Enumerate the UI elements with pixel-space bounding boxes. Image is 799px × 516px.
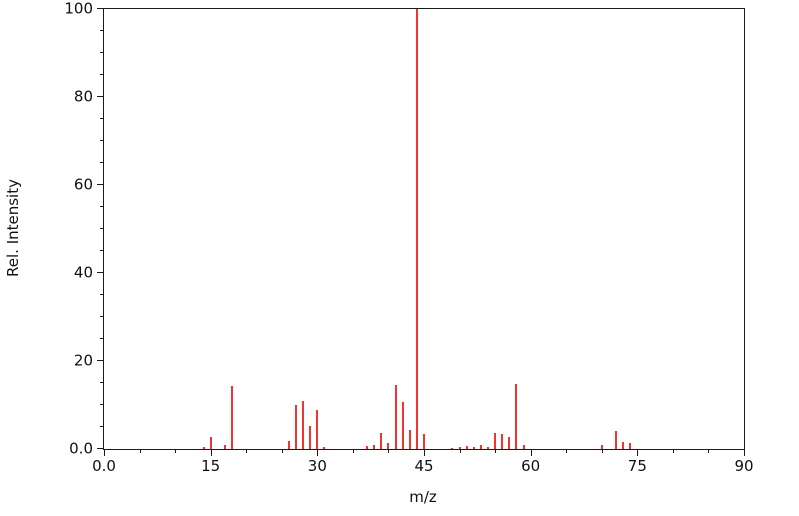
x-axis-minor-tick <box>246 449 248 453</box>
y-axis-minor-tick <box>100 338 104 339</box>
y-axis-minor-tick <box>100 52 104 53</box>
x-axis-tick-label: 15 <box>201 457 221 475</box>
x-axis-minor-tick <box>708 449 710 453</box>
spectrum-peak-mz-38 <box>373 445 376 449</box>
spectrum-peak-mz-39 <box>380 433 383 449</box>
x-axis-minor-tick <box>459 449 461 453</box>
y-axis-title: Rel. Intensity <box>4 179 22 277</box>
x-axis-minor-tick <box>601 449 603 453</box>
y-axis-minor-tick <box>100 118 104 119</box>
y-axis-minor-tick <box>100 382 104 383</box>
x-axis-minor-tick <box>175 449 177 453</box>
x-axis-major-tick <box>424 449 425 456</box>
x-axis-major-tick <box>637 449 639 456</box>
spectrum-peak-mz-72 <box>615 430 617 449</box>
x-axis-tick-label: 30 <box>307 457 327 475</box>
x-axis-major-tick <box>744 449 745 456</box>
x-axis-tick-label: 90 <box>734 457 754 475</box>
x-axis-tick-label: 0.0 <box>92 457 116 475</box>
y-axis-major-tick <box>97 448 104 449</box>
spectrum-peak-mz-50 <box>458 446 461 449</box>
spectrum-peak-mz-17 <box>223 445 226 449</box>
spectrum-peak-mz-26 <box>287 441 290 449</box>
y-axis-tick-label: 60 <box>73 175 93 194</box>
y-axis-major-tick <box>97 8 104 9</box>
spectrum-peak-mz-42 <box>401 401 404 449</box>
spectrum-peak-mz-53 <box>479 445 482 449</box>
y-axis-minor-tick <box>100 228 104 229</box>
spectrum-peak-mz-41 <box>394 384 397 449</box>
spectrum-peak-mz-56 <box>501 433 504 449</box>
y-axis-major-tick <box>97 360 104 361</box>
spectrum-peak-mz-58 <box>515 383 518 449</box>
x-axis-major-tick <box>317 449 319 456</box>
y-axis-minor-tick <box>100 206 104 207</box>
y-axis-minor-tick <box>100 294 104 295</box>
x-axis-major-tick <box>530 449 532 456</box>
x-axis-tick-label: 60 <box>521 457 541 475</box>
spectrum-peak-mz-40 <box>387 443 390 449</box>
spectrum-peak-mz-49 <box>451 447 454 449</box>
y-axis-tick-label: 80 <box>73 87 93 106</box>
x-axis-minor-tick <box>495 449 497 453</box>
spectrum-peak-mz-51 <box>465 445 468 449</box>
y-axis-minor-tick <box>100 162 104 163</box>
spectrum-peak-mz-18 <box>231 385 233 449</box>
x-axis-minor-tick <box>139 449 141 453</box>
x-axis-tick-label: 75 <box>627 457 647 475</box>
spectrum-peak-mz-15 <box>209 436 212 449</box>
y-axis-major-tick <box>97 96 104 97</box>
y-axis-minor-tick <box>100 74 104 75</box>
x-axis-minor-tick <box>352 449 354 453</box>
spectrum-peak-mz-55 <box>494 432 497 449</box>
x-axis-minor-tick <box>566 449 568 453</box>
plot-area: 0.0 15 30 45 60 75 90 0.0 20 40 60 80 100 <box>64 1 753 474</box>
spectrum-peak-mz-73 <box>622 441 625 449</box>
x-axis-tick-label: 45 <box>414 457 434 475</box>
x-axis-minor-tick <box>672 449 674 453</box>
x-axis-minor-tick <box>388 449 390 453</box>
y-axis-major-tick <box>97 272 104 273</box>
spectrum-peak-mz-37 <box>366 446 369 449</box>
spectrum-peak-mz-57 <box>508 436 511 449</box>
spectrum-peak-mz-43 <box>408 429 411 449</box>
spectrum-peak-mz-30 <box>316 410 319 449</box>
x-axis-title: m/z <box>409 488 437 506</box>
y-axis-major-tick <box>97 184 104 185</box>
spectrum-peak-mz-14 <box>202 447 205 449</box>
y-axis-minor-tick <box>100 140 104 141</box>
y-axis-minor-tick <box>100 30 104 31</box>
y-axis-minor-tick <box>100 404 104 405</box>
spectrum-peak-mz-74 <box>629 443 632 449</box>
x-axis-major-tick <box>210 449 212 456</box>
y-axis-minor-tick <box>100 316 104 317</box>
spectrum-peak-mz-54 <box>487 447 489 449</box>
spectrum-peak-mz-70 <box>600 444 603 449</box>
y-axis-tick-label: 20 <box>73 351 93 370</box>
spectrum-peak-mz-44 <box>415 9 418 449</box>
x-axis-minor-tick <box>281 449 283 453</box>
spectrum-peak-mz-52 <box>472 446 475 449</box>
spectrum-peak-mz-31 <box>323 446 326 449</box>
spectrum-peak-mz-28 <box>302 400 305 449</box>
y-axis-tick-label: 40 <box>73 263 93 282</box>
spectrum-peak-mz-29 <box>309 425 312 449</box>
x-axis-major-tick <box>104 449 105 456</box>
y-axis-tick-label: 0.0 <box>69 439 93 458</box>
spectrum-peak-mz-59 <box>522 445 525 449</box>
y-axis-minor-tick <box>100 426 104 427</box>
y-axis-tick-label: 100 <box>64 0 93 18</box>
spectrum-peak-mz-45 <box>423 434 425 449</box>
y-axis-minor-tick <box>100 250 104 251</box>
spectrum-peak-mz-27 <box>295 405 297 449</box>
